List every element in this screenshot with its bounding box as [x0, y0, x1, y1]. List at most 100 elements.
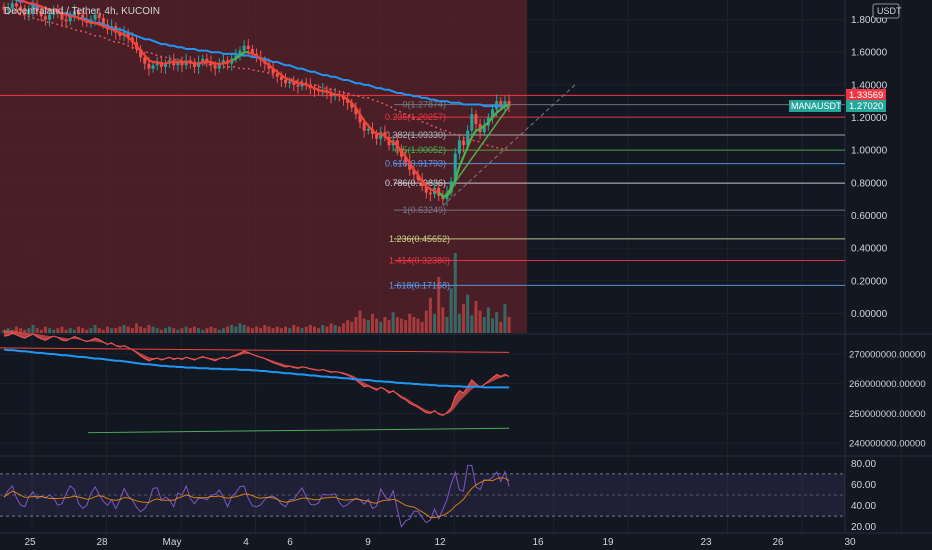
volume-bar-59	[246, 326, 250, 333]
time-tick-label-6: 12	[434, 537, 446, 548]
rsi-tick-label-3: 20.00	[851, 522, 876, 533]
symbol-tag-bg	[789, 100, 841, 112]
ma-red-line-a	[17, 0, 233, 65]
ind-red-ref	[0, 347, 510, 353]
volume-bar-51	[213, 328, 217, 333]
volume-bar-39	[163, 328, 167, 333]
rsi-tick-label-2: 40.00	[851, 501, 876, 512]
rsi-line	[3, 464, 510, 528]
currency-badge-box[interactable]	[872, 3, 900, 19]
volume-bar-116	[482, 317, 486, 333]
ind-tick-label-3: 240000000.00000	[849, 439, 926, 450]
candle-body-69	[288, 81, 292, 84]
candle-body-86	[358, 114, 362, 123]
volume-bar-44	[184, 326, 188, 333]
price-tick-label-2: 1.40000	[851, 80, 888, 91]
volume-bar-16	[68, 328, 72, 333]
volume-bar-120	[499, 321, 503, 333]
candle-body-110	[457, 140, 461, 154]
candle-body-67	[279, 76, 283, 80]
candle-body-53	[221, 60, 225, 64]
candle-body-58	[242, 45, 246, 51]
volume-bar-35	[147, 325, 151, 333]
volume-bar-117	[486, 307, 490, 333]
volume-bar-108	[449, 288, 453, 333]
fibonacci-levels: 0(1.27874) 0.236(1.20257) 0.382(1.09330) 0.…	[0, 94, 845, 290]
volume-bar-20	[85, 329, 89, 333]
indicator-panel	[0, 329, 845, 444]
fib-label-2: 0.382(1.09330)	[385, 130, 446, 140]
candle-body-49	[205, 58, 209, 63]
volume-bar-101	[420, 321, 424, 333]
volume-bar-68	[284, 326, 288, 333]
volume-bar-50	[209, 326, 213, 333]
volume-bar-37	[155, 328, 159, 333]
volume-bar-70	[292, 325, 296, 333]
volume-bar-56	[234, 326, 238, 333]
candle-body-122	[507, 101, 511, 107]
volume-bar-100	[416, 318, 420, 333]
volume-bar-118	[491, 318, 495, 333]
volume-bar-65	[271, 328, 275, 333]
candle-body-23	[97, 14, 101, 18]
candle-body-109	[453, 153, 457, 182]
rsi-tick-label-1: 60.00	[851, 480, 876, 491]
chart-title: Decentraland / Tether, 4h, KUCOIN	[4, 6, 160, 17]
price-tick-label-9: 0.00000	[851, 309, 888, 320]
volume-bar-90	[375, 318, 379, 333]
fib-label-9: 1.618(0.17168)	[389, 280, 450, 290]
volume-bar-81	[337, 326, 341, 333]
volume-bar-72	[300, 328, 304, 333]
candle-body-100	[416, 174, 420, 180]
volume-bar-8	[35, 328, 39, 333]
volume-bar-121	[503, 304, 507, 333]
volume-bar-36	[151, 326, 155, 333]
candle-body-0	[2, 6, 6, 10]
ind-tick-label-0: 270000000.00000	[849, 349, 926, 360]
candle-body-90	[375, 133, 379, 139]
candle-body-114	[474, 114, 478, 125]
candle-body-52	[217, 63, 221, 69]
volume-bar-104	[433, 313, 437, 333]
volume-bar-28	[118, 326, 122, 333]
candle-body-46	[192, 63, 196, 67]
volume-bar-33	[139, 326, 143, 333]
ma-green-line-b	[438, 103, 510, 197]
volume-bar-40	[168, 326, 172, 333]
candle-body-24	[101, 17, 105, 25]
ma-blue-line	[13, 0, 510, 108]
volume-bar-111	[462, 304, 466, 333]
candle-body-6	[27, 9, 31, 15]
candle-body-65	[271, 68, 275, 74]
volume-bar-102	[424, 310, 428, 333]
volume-bar-25	[106, 326, 109, 333]
candle-body-60	[250, 48, 254, 54]
candle-body-15	[64, 19, 68, 22]
price-axis[interactable]: 1.80000 1.60000 1.40000 1.20000 1.00000 0.800…	[849, 15, 926, 533]
fib-label-1: 0.236(1.20257)	[385, 112, 446, 122]
candle-body-99	[412, 169, 416, 175]
volume-bar-43	[180, 328, 184, 333]
candle-body-9	[39, 11, 43, 17]
volume-bar-89	[370, 313, 374, 333]
candle-body-12	[52, 9, 56, 15]
volume-bar-32	[134, 323, 138, 333]
fib-label-5: 0.786(0.79836)	[385, 178, 446, 188]
price-tick-label-3: 1.20000	[851, 113, 888, 124]
fib-label-6: 1(0.63249)	[402, 205, 446, 215]
volume-bar-110	[457, 313, 461, 333]
volume-bar-18	[77, 326, 81, 333]
volume-bar-119	[495, 312, 499, 333]
time-axis[interactable]: 25 28 May 4 6 9 12 16 19 23 26 30	[0, 532, 932, 548]
volume-bar-94	[391, 312, 395, 333]
ind-line	[3, 332, 510, 417]
volume-bar-83	[346, 320, 350, 333]
candle-body-42	[176, 62, 180, 66]
volume-bar-46	[192, 326, 196, 333]
candle-body-68	[284, 79, 288, 84]
candle-body-5	[23, 11, 27, 15]
currency-badge[interactable]: USDT	[877, 6, 902, 16]
time-tick-label-11: 30	[844, 537, 856, 548]
fib-label-8: 1.414(0.32380)	[389, 256, 450, 266]
